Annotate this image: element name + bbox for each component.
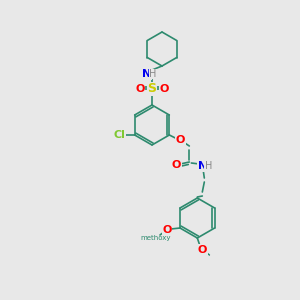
Text: methoxy: methoxy (146, 235, 170, 239)
Text: O: O (135, 84, 145, 94)
Text: N: N (142, 69, 152, 79)
Text: S: S (148, 82, 157, 95)
Text: O: O (172, 160, 181, 170)
Text: Cl: Cl (114, 130, 126, 140)
Text: O: O (159, 84, 169, 94)
Text: O: O (176, 135, 185, 145)
Text: methoxy: methoxy (141, 235, 171, 241)
Text: N: N (198, 161, 207, 171)
Text: O: O (198, 245, 207, 255)
Text: H: H (149, 69, 157, 79)
Text: H: H (205, 161, 212, 171)
Text: methoxy: methoxy (199, 254, 224, 260)
Text: O: O (162, 225, 172, 235)
